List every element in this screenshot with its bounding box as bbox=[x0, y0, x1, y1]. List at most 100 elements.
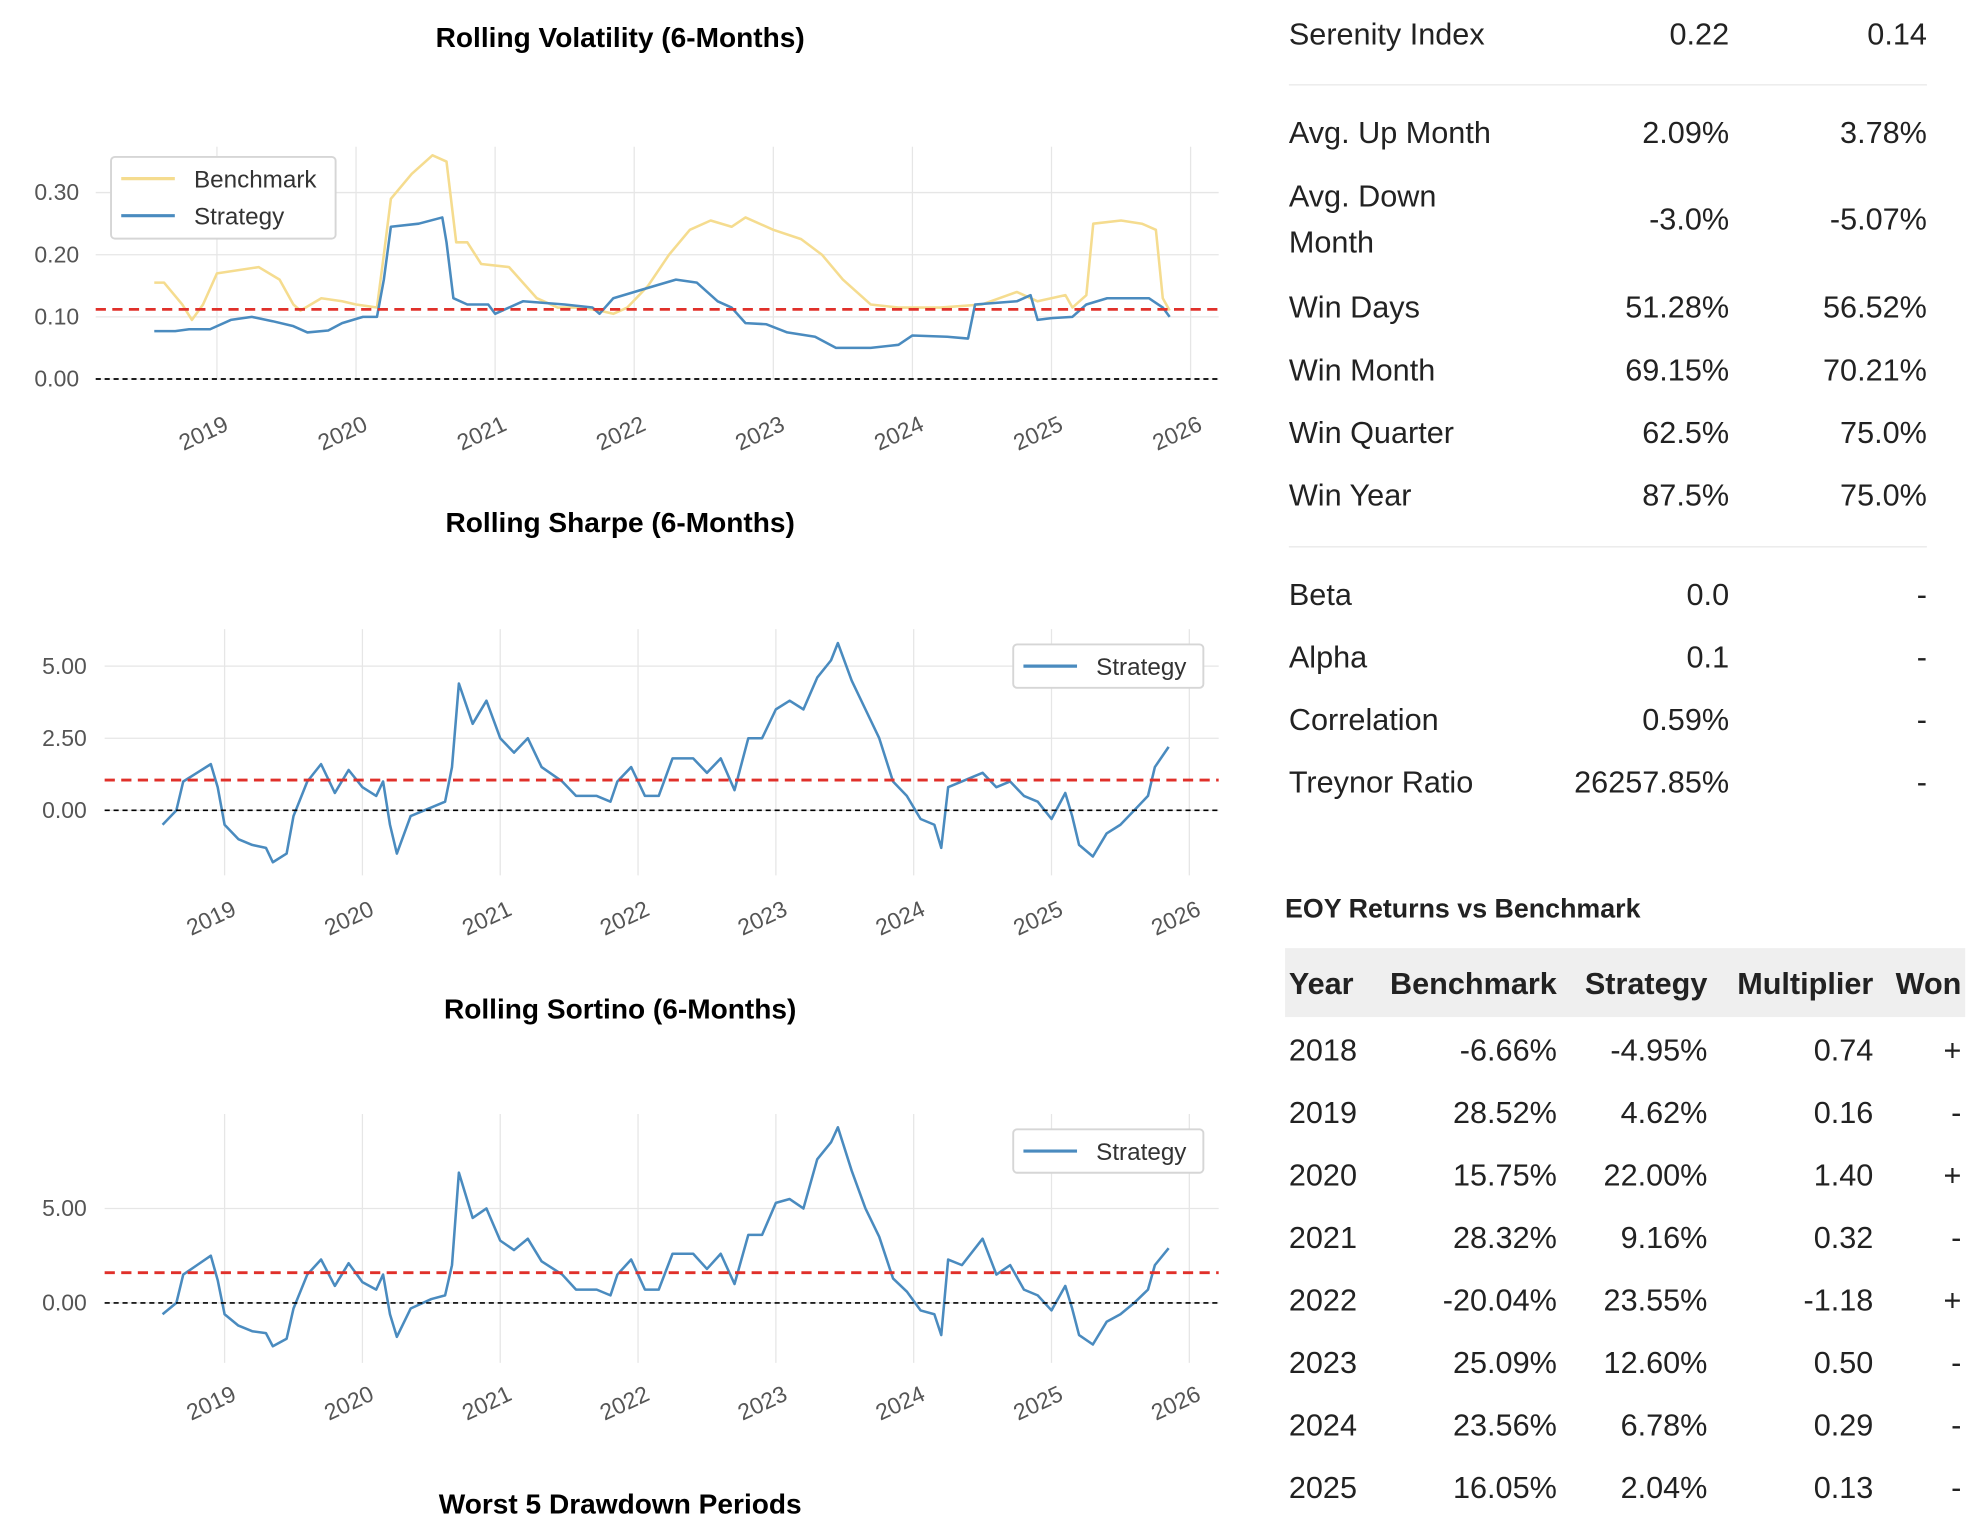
x-tick-label: 2022 bbox=[596, 1380, 653, 1425]
y-tick-label: 5.00 bbox=[42, 1195, 87, 1221]
chart-2: 2019 2020 2021 2022 2023 2024 2025 2026 0.00 5.00… bbox=[42, 1114, 1219, 1425]
eoy-cell: -20.04% bbox=[1442, 1283, 1557, 1319]
eoy-cell: - bbox=[1951, 1471, 1962, 1506]
metric-row: Serenity Index 0.22 0.14 bbox=[1289, 18, 1927, 56]
x-tick-label: 2020 bbox=[320, 895, 377, 940]
x-tick-label: 2026 bbox=[1147, 895, 1204, 940]
x-tick-label: 2023 bbox=[734, 1380, 791, 1425]
eoy-header-year: Year bbox=[1288, 967, 1354, 1002]
metric-label: Alpha bbox=[1288, 640, 1368, 676]
metric-row: Treynor Ratio 26257.85% - bbox=[1289, 766, 1927, 804]
metric-label: Avg. Up Month bbox=[1288, 116, 1491, 151]
metric-benchmark-value: 69.15% bbox=[1625, 353, 1730, 388]
legend-box bbox=[1012, 643, 1205, 689]
eoy-cell: 0.74 bbox=[1813, 1033, 1874, 1069]
metric-benchmark-value: 0.0 bbox=[1686, 578, 1730, 613]
eoy-cell: 2025 bbox=[1288, 1471, 1357, 1506]
metric-strategy-value: 3.78% bbox=[1840, 116, 1927, 151]
x-tick-label: 2020 bbox=[320, 1380, 377, 1425]
eoy-cell: 12.60% bbox=[1603, 1346, 1708, 1381]
eoy-cell: 15.75% bbox=[1452, 1158, 1557, 1194]
legend-label: Strategy bbox=[1096, 654, 1187, 681]
eoy-cell: 0.29 bbox=[1813, 1408, 1874, 1444]
metric-strategy-value: - bbox=[1916, 640, 1927, 676]
metric-benchmark-value: 0.59% bbox=[1642, 703, 1730, 738]
chart-0: 2019 2020 2021 2022 2023 2024 2025 2026 0.00 0.10… bbox=[34, 146, 1219, 456]
x-tick-label: 2025 bbox=[1009, 410, 1066, 455]
metric-strategy-value: 0.14 bbox=[1867, 17, 1927, 53]
x-tick-label: 2024 bbox=[870, 410, 927, 455]
x-tick-label: 2026 bbox=[1148, 410, 1205, 455]
eoy-cell: 2022 bbox=[1288, 1283, 1357, 1319]
y-tick-label: 5.00 bbox=[42, 653, 87, 679]
metric-label: Correlation bbox=[1288, 703, 1439, 738]
eoy-cell: 0.13 bbox=[1813, 1471, 1874, 1506]
charts-canvas: 2019 2020 2021 2022 2023 2024 2025 2026 0.00 0.10… bbox=[34, 146, 1219, 1425]
metric-label: Avg. Down Month bbox=[1288, 179, 1437, 261]
metric-strategy-value: - bbox=[1916, 578, 1927, 613]
x-tick-label: 2026 bbox=[1147, 1380, 1204, 1425]
x-tick-label: 2025 bbox=[1009, 895, 1066, 940]
eoy-cell: 1.40 bbox=[1813, 1158, 1874, 1194]
eoy-cell: - bbox=[1951, 1096, 1962, 1131]
metric-strategy-value: 75.0% bbox=[1840, 478, 1927, 513]
metric-benchmark-value: -3.0% bbox=[1649, 202, 1730, 238]
eoy-cell: 2018 bbox=[1288, 1033, 1357, 1069]
eoy-cell: - bbox=[1951, 1221, 1962, 1256]
eoy-header-bg bbox=[1285, 948, 1966, 1018]
eoy-cell: 0.32 bbox=[1813, 1221, 1874, 1256]
y-tick-label: 0.10 bbox=[34, 304, 79, 330]
metric-label: Win Month bbox=[1288, 353, 1436, 388]
x-tick-label: 2022 bbox=[596, 895, 653, 940]
eoy-cell: 0.50 bbox=[1813, 1346, 1874, 1381]
metric-label: Win Days bbox=[1288, 290, 1420, 326]
eoy-header-strategy: Strategy bbox=[1584, 967, 1708, 1002]
legend-box bbox=[1012, 1128, 1205, 1174]
metric-strategy-value: -5.07% bbox=[1829, 202, 1927, 238]
metric-strategy-value: - bbox=[1916, 765, 1927, 801]
eoy-cell: - bbox=[1951, 1408, 1962, 1444]
x-tick-label: 2019 bbox=[182, 895, 239, 940]
eoy-cell: 2023 bbox=[1288, 1346, 1357, 1381]
x-tick-label: 2024 bbox=[871, 1380, 928, 1425]
eoy-cell: 9.16% bbox=[1620, 1221, 1708, 1256]
x-tick-label: 2024 bbox=[871, 895, 928, 940]
eoy-title: EOY Returns vs Benchmark bbox=[1285, 894, 1641, 924]
eoy-header-won: Won bbox=[1895, 967, 1962, 1002]
metric-row: Alpha 0.1 - bbox=[1289, 641, 1927, 679]
x-tick-label: 2020 bbox=[314, 410, 371, 455]
x-tick-label: 2022 bbox=[592, 410, 649, 455]
eoy-cell: 0.16 bbox=[1813, 1096, 1874, 1131]
metric-row: Win Quarter 62.5% 75.0% bbox=[1289, 416, 1927, 454]
sortino-chart-title: Rolling Sortino (6-Months) bbox=[443, 992, 797, 1025]
y-tick-label: 0.30 bbox=[34, 179, 79, 205]
x-tick-label: 2021 bbox=[453, 410, 510, 455]
eoy-cell: -6.66% bbox=[1459, 1033, 1557, 1069]
eoy-header-multiplier: Multiplier bbox=[1737, 967, 1874, 1002]
metric-benchmark-value: 0.1 bbox=[1686, 640, 1730, 676]
y-tick-label: 0.00 bbox=[42, 797, 87, 823]
metric-strategy-value: 56.52% bbox=[1823, 290, 1927, 326]
series-line-strategy bbox=[161, 641, 1170, 864]
eoy-cell: 2020 bbox=[1288, 1158, 1357, 1194]
eoy-cell: 2021 bbox=[1288, 1221, 1357, 1256]
metric-benchmark-value: 26257.85% bbox=[1574, 765, 1730, 801]
metric-strategy-value: 70.21% bbox=[1823, 353, 1927, 388]
eoy-cell: 6.78% bbox=[1620, 1408, 1708, 1444]
x-tick-label: 2023 bbox=[734, 895, 791, 940]
eoy-cell: 2024 bbox=[1288, 1408, 1357, 1444]
metric-strategy-value: 75.0% bbox=[1840, 416, 1927, 451]
x-tick-label: 2025 bbox=[1009, 1380, 1066, 1425]
eoy-cell: 23.55% bbox=[1603, 1283, 1708, 1319]
metric-row: Win Year 87.5% 75.0% bbox=[1289, 479, 1927, 517]
eoy-cell: + bbox=[1943, 1158, 1962, 1194]
divider bbox=[1288, 84, 1927, 86]
metric-row: Beta 0.0 - bbox=[1289, 578, 1927, 616]
metric-benchmark-value: 62.5% bbox=[1642, 416, 1730, 451]
eoy-cell: 25.09% bbox=[1452, 1346, 1557, 1381]
eoy-cell: 4.62% bbox=[1620, 1096, 1708, 1131]
metric-label: Treynor Ratio bbox=[1288, 765, 1474, 801]
metric-benchmark-value: 87.5% bbox=[1642, 478, 1730, 513]
metric-row: Avg. Up Month 2.09% 3.78% bbox=[1289, 116, 1927, 154]
